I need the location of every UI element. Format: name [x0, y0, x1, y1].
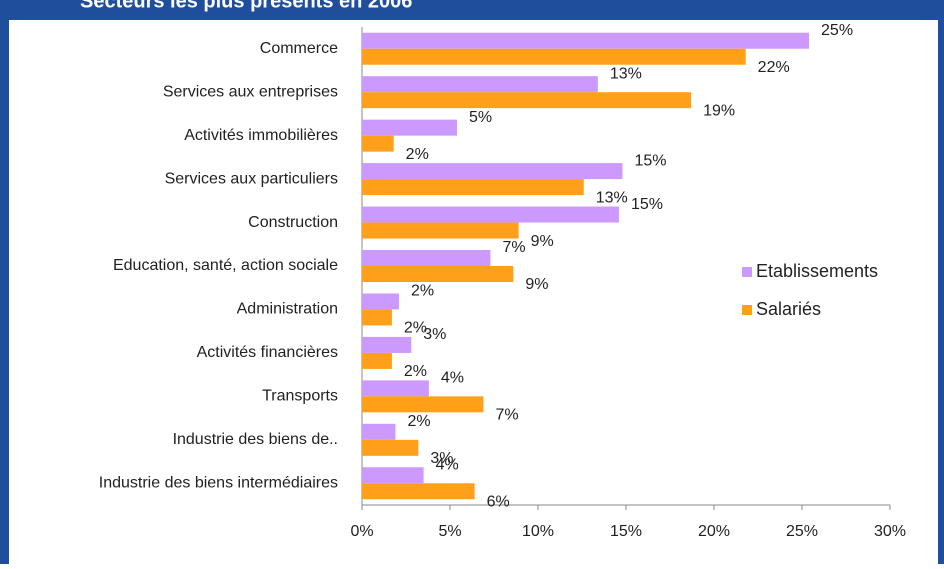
data-label: 4%: [436, 456, 459, 473]
bar: [362, 352, 392, 369]
header-bar: [0, 0, 944, 20]
y-tick-label: Education, santé, action sociale: [113, 257, 338, 274]
data-label: 6%: [487, 493, 510, 510]
bar: [362, 309, 392, 326]
data-label: 3%: [430, 450, 453, 467]
y-tick-label: Commerce: [260, 40, 338, 57]
data-label: 25%: [821, 22, 853, 39]
y-tick-label: Services aux particuliers: [165, 170, 338, 187]
bar: [362, 380, 429, 397]
bar: [362, 179, 584, 196]
x-tick-label: 15%: [610, 523, 642, 540]
x-tick-label: 20%: [698, 523, 730, 540]
y-tick-label: Transports: [262, 388, 338, 405]
x-tick-label: 5%: [438, 523, 461, 540]
bar: [362, 135, 394, 152]
x-tick-label: 10%: [522, 523, 554, 540]
bar: [362, 206, 619, 223]
y-tick-label: Industrie des biens intermédiaires: [99, 474, 338, 491]
bar: [362, 396, 484, 413]
legend-swatch: [742, 267, 752, 277]
data-label: 2%: [404, 363, 427, 380]
bar: [362, 76, 598, 93]
chart-title: Secteurs les plus présents en 2006: [80, 0, 412, 12]
x-tick-label: 25%: [786, 523, 818, 540]
data-label: 2%: [404, 320, 427, 337]
data-label: 15%: [634, 152, 666, 169]
legend-swatch: [742, 305, 752, 315]
data-label: 13%: [610, 65, 642, 82]
left-border: [0, 0, 9, 564]
data-label: 22%: [758, 59, 790, 76]
bar: [362, 266, 514, 282]
data-label: 2%: [407, 413, 430, 430]
data-label: 9%: [531, 233, 554, 250]
y-tick-label: Construction: [248, 214, 338, 231]
bar: [362, 483, 475, 500]
data-label: 2%: [406, 146, 429, 163]
data-label: 2%: [411, 283, 434, 300]
data-label: 3%: [423, 326, 446, 343]
x-tick-label: 30%: [874, 523, 906, 540]
data-label: 13%: [596, 189, 628, 206]
bar: [362, 119, 458, 136]
data-label: 15%: [631, 196, 663, 213]
data-label: 5%: [469, 109, 492, 126]
bar: [362, 163, 623, 180]
x-tick-label: 0%: [350, 523, 373, 540]
data-label: 7%: [495, 407, 518, 424]
bar: [362, 293, 399, 310]
bar: [362, 92, 692, 109]
data-label: 4%: [441, 370, 464, 387]
bar: [362, 222, 519, 239]
y-tick-label: Administration: [237, 301, 338, 318]
bar: [362, 423, 396, 440]
data-label: 9%: [525, 276, 548, 293]
y-tick-label: Activités financières: [197, 344, 338, 361]
bar: [362, 250, 491, 266]
data-label: 7%: [502, 239, 525, 256]
y-tick-label: Industrie des biens de..: [173, 431, 338, 448]
data-label: 19%: [703, 102, 735, 119]
bar: [362, 336, 412, 353]
legend-label: Salariés: [756, 299, 821, 319]
y-tick-label: Services aux entreprises: [163, 83, 338, 100]
bar: [362, 48, 746, 65]
bar: [362, 439, 419, 456]
right-border: [938, 0, 944, 564]
bar: [362, 32, 810, 49]
bar: [362, 467, 424, 484]
y-tick-label: Activités immobilières: [184, 127, 338, 144]
legend-label: Etablissements: [756, 261, 878, 281]
